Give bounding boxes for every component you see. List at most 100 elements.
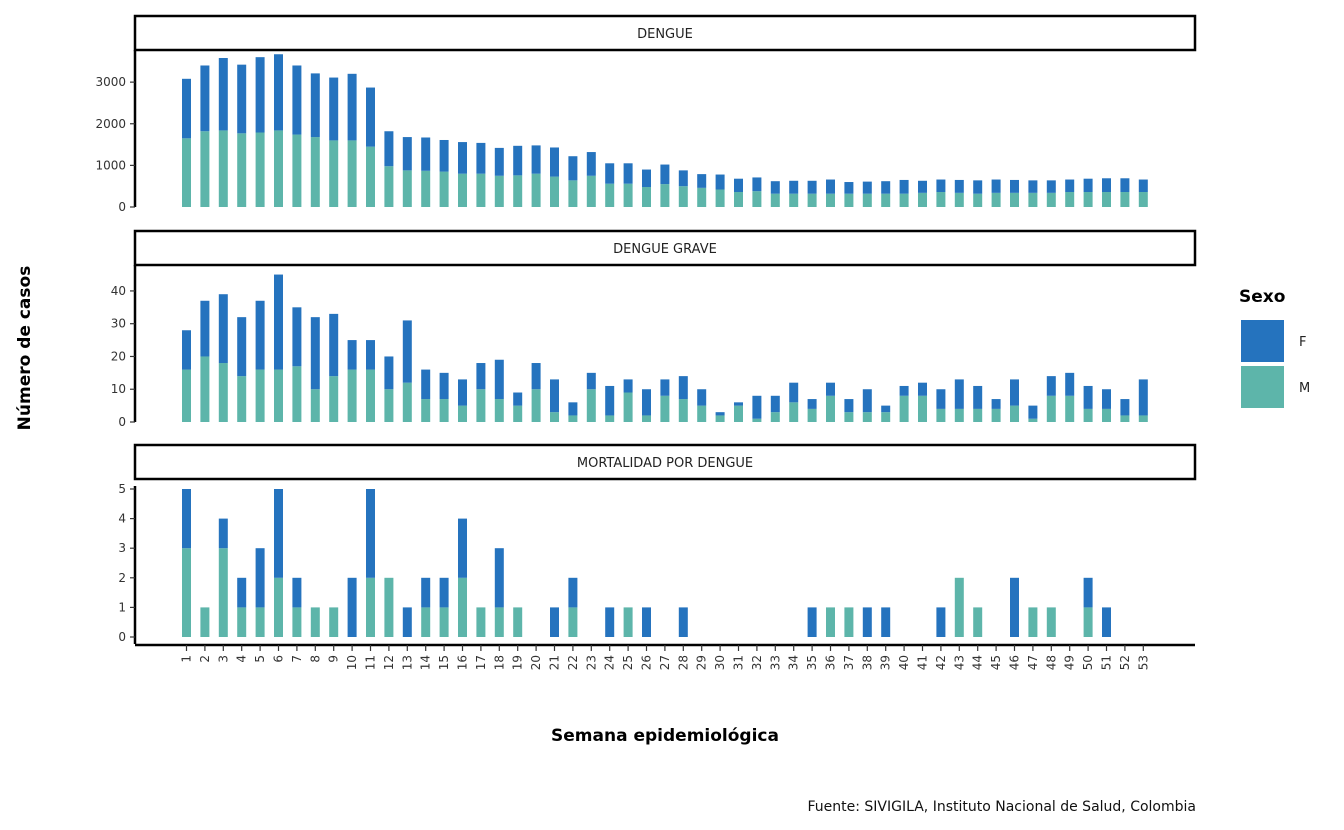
x-tick-label: 50 — [1081, 655, 1095, 670]
bar-f-week-25 — [623, 379, 633, 393]
bar-f-week-39 — [881, 607, 891, 637]
bar-f-week-19 — [513, 145, 523, 176]
x-tick-label: 36 — [824, 655, 838, 670]
bar-m-week-49 — [1065, 395, 1075, 422]
bar-m-week-14 — [421, 399, 431, 422]
bar-m-week-10 — [347, 369, 357, 422]
bar-f-week-14 — [421, 577, 431, 608]
bar-m-week-25 — [623, 607, 633, 637]
bar-m-week-47 — [1028, 192, 1038, 207]
bar-f-week-35 — [807, 607, 817, 637]
bar-m-week-19 — [513, 405, 523, 422]
x-tick-label: 53 — [1136, 655, 1150, 670]
y-tick-label: 1000 — [95, 158, 126, 172]
bar-f-week-41 — [918, 180, 927, 193]
bar-m-week-32 — [752, 418, 762, 422]
x-tick-label: 48 — [1044, 655, 1058, 670]
y-tick-label: 3000 — [95, 75, 126, 89]
bar-m-week-52 — [1120, 192, 1130, 207]
bar-m-week-46 — [1010, 405, 1019, 422]
bar-m-week-6 — [274, 577, 283, 637]
bar-f-week-39 — [881, 405, 891, 413]
bar-f-week-8 — [310, 317, 320, 390]
bar-f-week-45 — [991, 179, 1001, 193]
bar-m-week-49 — [1065, 192, 1075, 207]
x-tick-label: 30 — [713, 655, 727, 670]
bar-m-week-22 — [568, 607, 578, 637]
x-tick-label: 3 — [216, 655, 230, 663]
bar-m-week-43 — [954, 408, 964, 422]
bar-f-week-13 — [402, 137, 412, 171]
panel-3: MORTALIDAD POR DENGUE 0 1 2 3 4 5 — [118, 443, 1197, 644]
bar-m-week-13 — [402, 170, 412, 207]
bar-f-week-2 — [200, 65, 210, 132]
y-tick-label: 0 — [118, 415, 126, 429]
y-tick-label: 30 — [111, 317, 126, 331]
bar-m-week-11 — [366, 146, 375, 207]
x-tick-label: 51 — [1100, 655, 1114, 670]
x-tick-label: 34 — [787, 655, 801, 670]
bar-m-week-19 — [513, 175, 523, 207]
bar-m-week-16 — [458, 405, 467, 422]
bar-f-week-17 — [476, 363, 486, 390]
x-tick-label: 9 — [327, 655, 341, 663]
x-tick-label: 13 — [400, 655, 414, 670]
bar-m-week-39 — [881, 193, 891, 207]
bar-f-week-24 — [605, 385, 615, 416]
bar-m-week-6 — [274, 369, 283, 422]
x-tick-label: 43 — [952, 655, 966, 670]
bar-f-week-13 — [402, 320, 412, 383]
facet-title: DENGUE — [637, 27, 693, 42]
bar-f-week-38 — [862, 389, 872, 413]
bar-f-week-27 — [660, 164, 670, 185]
bar-m-week-41 — [918, 192, 927, 207]
legend-swatch-f — [1241, 320, 1284, 362]
bar-m-week-2 — [200, 356, 210, 422]
x-tick-label: 42 — [934, 655, 948, 670]
bar-f-week-34 — [789, 180, 799, 194]
bar-f-week-47 — [1028, 405, 1038, 419]
bar-m-week-47 — [1028, 418, 1038, 422]
legend-label-f: F — [1299, 335, 1306, 350]
bar-m-week-6 — [274, 130, 283, 207]
x-tick-label: 29 — [695, 655, 709, 670]
bar-f-week-24 — [605, 163, 615, 184]
bar-f-week-11 — [366, 87, 375, 147]
bar-f-week-46 — [1010, 179, 1019, 193]
bar-m-week-51 — [1102, 192, 1111, 207]
bar-f-week-30 — [715, 174, 725, 190]
bar-f-week-32 — [752, 177, 762, 192]
x-tick-label: 37 — [842, 655, 856, 670]
bar-m-week-12 — [384, 389, 394, 422]
bar-f-week-11 — [366, 489, 375, 578]
bar-f-week-36 — [826, 179, 835, 194]
bar-f-week-35 — [807, 180, 817, 194]
bar-m-week-18 — [494, 399, 504, 422]
bar-f-week-16 — [458, 518, 467, 578]
bar-m-week-48 — [1046, 395, 1056, 422]
bar-m-week-38 — [862, 412, 872, 422]
bar-f-week-43 — [954, 179, 964, 193]
bar-f-week-51 — [1102, 178, 1111, 193]
x-tick-label: 33 — [768, 655, 782, 670]
bar-f-week-50 — [1083, 577, 1093, 608]
x-tick-label: 35 — [805, 655, 819, 670]
bar-f-week-18 — [494, 548, 504, 608]
bar-f-week-33 — [770, 395, 780, 413]
bar-m-week-21 — [550, 176, 559, 207]
bar-m-week-5 — [255, 132, 265, 207]
x-tick-label: 15 — [437, 655, 451, 670]
bar-f-week-37 — [844, 399, 854, 413]
x-tick-label: 4 — [235, 655, 249, 663]
bar-m-week-17 — [476, 389, 486, 422]
bar-m-week-37 — [844, 412, 854, 422]
x-tick-label: 32 — [750, 655, 764, 670]
bar-f-week-40 — [899, 179, 909, 194]
x-tick-label: 27 — [658, 655, 672, 670]
bar-m-week-36 — [826, 607, 835, 637]
x-tick-label: 5 — [253, 655, 267, 663]
bar-m-week-53 — [1138, 192, 1148, 207]
bar-m-week-16 — [458, 173, 467, 207]
bar-m-week-30 — [715, 189, 725, 207]
bar-f-week-7 — [292, 577, 302, 608]
